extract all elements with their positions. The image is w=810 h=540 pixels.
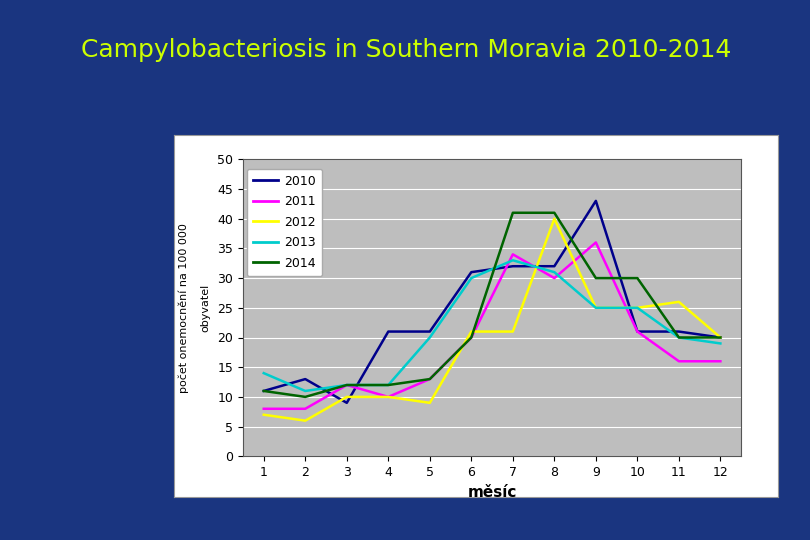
Text: Campylobacteriosis in Southern Moravia 2010-2014: Campylobacteriosis in Southern Moravia 2… [81, 38, 731, 62]
X-axis label: měsíc: měsíc [467, 484, 517, 500]
Legend: 2010, 2011, 2012, 2013, 2014: 2010, 2011, 2012, 2013, 2014 [247, 168, 322, 276]
Text: Enteritis-Campylobacter v JMK: Enteritis-Campylobacter v JMK [309, 160, 643, 179]
Text: počet onemocnění na 100 000: počet onemocnění na 100 000 [179, 223, 189, 393]
Text: obyvatel: obyvatel [200, 284, 210, 332]
